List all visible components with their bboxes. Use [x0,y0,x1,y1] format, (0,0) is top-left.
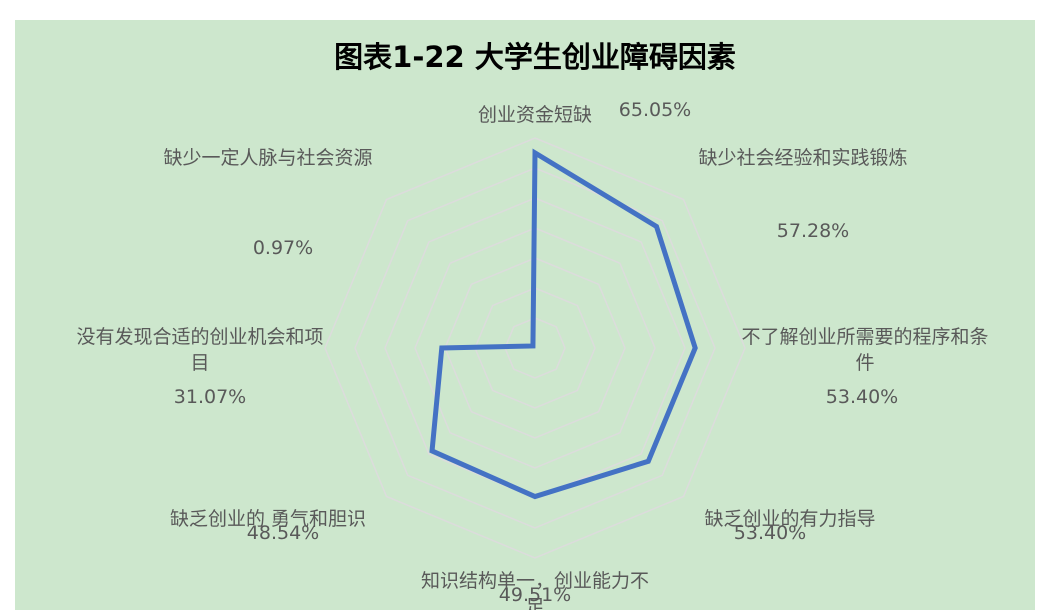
chart-area [15,20,1035,610]
category-label: 缺少社会经验和实践锻炼 [698,147,908,169]
series-line [429,148,698,500]
data-label: 57.28% [776,220,850,242]
grid-ring [444,257,626,439]
category-label: 知识结构单一，创业能力不足 [420,570,649,610]
data-label: 49.51% [498,584,572,606]
category-label: 缺乏创业的有力指导 [704,508,876,530]
data-label: 53.40% [733,522,807,544]
category-label: 不了解创业所需要的程序和条件 [741,326,989,374]
grid-ring [354,167,716,529]
category-label: 创业资金短缺 [477,104,593,126]
category-label: 没有发现合适的创业机会和项目 [76,326,324,374]
data-label: 48.54% [246,522,320,544]
category-label: 缺乏创业的 勇气和胆识 [169,508,367,530]
chart-title: 图表1-22 大学生创业障碍因素 [334,40,736,74]
grid-ring [414,227,656,469]
grid-ring [474,287,596,409]
category-label: 缺少一定人脉与社会资源 [163,147,373,169]
grid-ring [324,137,746,559]
data-label: 53.40% [825,386,899,408]
grid-ring [504,317,566,379]
data-label: 31.07% [173,386,247,408]
data-label: 0.97% [252,237,314,259]
data-label: 65.05% [618,99,692,121]
